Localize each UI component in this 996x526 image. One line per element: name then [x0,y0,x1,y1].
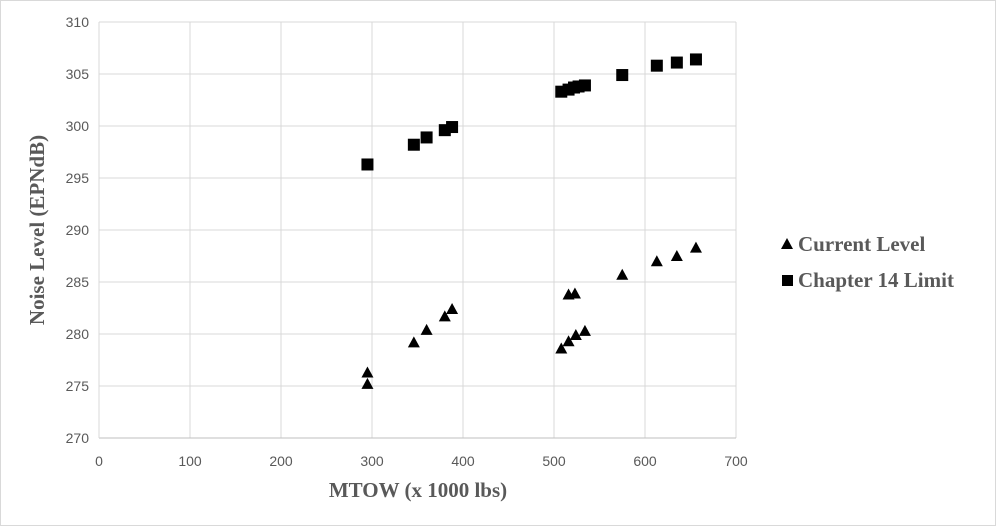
current-level-point [361,377,374,389]
data-points [361,53,702,389]
axes [98,22,736,439]
y-tick-label: 305 [66,66,90,82]
y-tick-label: 280 [66,326,90,342]
legend: Current Level Chapter 14 Limit [781,232,954,292]
current-level-point [562,335,575,347]
chapter-14-limit-point [616,69,629,82]
y-tick-label: 275 [66,378,90,394]
current-level-point [420,323,433,335]
current-level-point [578,324,591,336]
y-tick-label: 300 [66,118,90,134]
y-tick-label: 310 [66,14,90,30]
chapter-14-limit-point [670,56,683,69]
x-tick-label: 200 [269,453,293,469]
current-level-point [689,241,702,253]
current-level-point [568,287,581,299]
y-tick-label: 270 [66,430,90,446]
legend-item-current-level: Current Level [781,232,925,256]
current-level-point [446,303,459,315]
x-tick-label: 700 [724,453,748,469]
current-level-point [616,268,629,280]
legend-label-current-level: Current Level [798,232,925,256]
x-tick-label: 500 [542,453,566,469]
x-tick-label: 100 [178,453,202,469]
y-tick-label: 290 [66,222,90,238]
x-tick-label: 0 [95,453,103,469]
y-axis-title: Noise Level (EPNdB) [25,135,49,325]
chapter-14-limit-point [420,131,433,144]
chapter-14-limit-point [578,79,591,92]
current-level-point [407,336,420,348]
legend-label-chapter-14-limit: Chapter 14 Limit [798,268,954,292]
chapter-14-limit-point [407,138,420,151]
chapter-14-limit-point [689,53,702,66]
grid-lines [99,21,737,438]
current-level-point [650,255,663,267]
legend-triangle-marker [781,238,793,249]
legend-item-chapter-14-limit: Chapter 14 Limit [782,268,954,292]
chapter-14-limit-point [361,158,374,171]
y-tick-label: 285 [66,274,90,290]
current-level-point [438,310,451,322]
current-level-point [670,250,683,261]
y-tick-label: 295 [66,170,90,186]
x-tick-label: 600 [633,453,657,469]
x-tick-label: 300 [360,453,384,469]
current-level-point [361,366,374,378]
y-tick-labels: 270 275 280 285 290 295 300 305 310 [66,14,90,446]
legend-square-marker [782,275,793,286]
x-axis-title: MTOW (x 1000 lbs) [329,478,507,502]
chapter-14-limit-point [446,121,459,134]
current-level-point [569,329,582,341]
current-level-point [555,342,568,354]
chapter-14-limit-point [650,59,663,72]
x-tick-label: 400 [451,453,475,469]
x-tick-labels: 0 100 200 300 400 500 600 700 [95,453,748,469]
